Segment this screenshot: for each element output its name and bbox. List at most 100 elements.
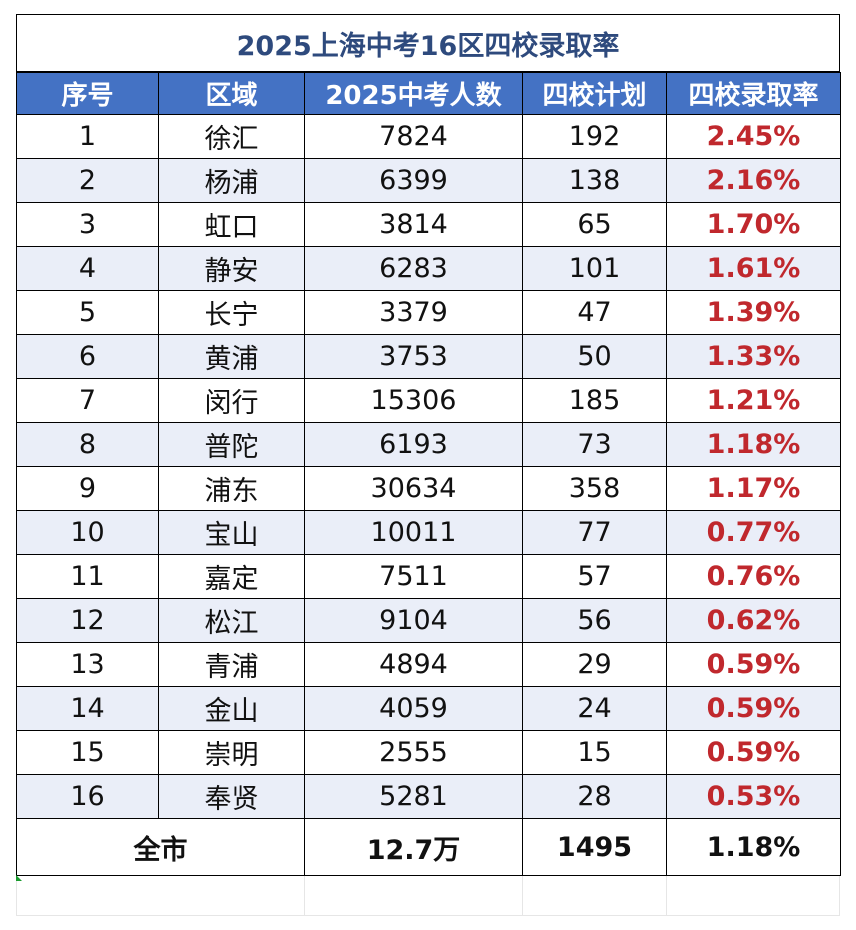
admission-rate: 1.70% xyxy=(666,202,841,247)
admission-rate: 1.33% xyxy=(666,334,841,379)
plan-count: 77 xyxy=(522,510,667,555)
table-row: 15 崇明 2555 15 0.59% xyxy=(16,730,841,775)
table-row: 7 闵行 15306 185 1.21% xyxy=(16,378,841,423)
row-index: 11 xyxy=(16,554,159,599)
row-index: 13 xyxy=(16,642,159,687)
header-plan: 四校计划 xyxy=(522,72,667,115)
admission-rate: 1.18% xyxy=(666,422,841,467)
row-index: 12 xyxy=(16,598,159,643)
table-row: 6 黄浦 3753 50 1.33% xyxy=(16,334,841,379)
student-count: 7824 xyxy=(304,114,523,159)
plan-count: 47 xyxy=(522,290,667,335)
plan-count: 101 xyxy=(522,246,667,291)
table-row: 13 青浦 4894 29 0.59% xyxy=(16,642,841,687)
district-name: 徐汇 xyxy=(158,114,305,159)
admission-rate: 0.76% xyxy=(666,554,841,599)
district-name: 宝山 xyxy=(158,510,305,555)
row-index: 3 xyxy=(16,202,159,247)
plan-count: 29 xyxy=(522,642,667,687)
admission-rate: 1.61% xyxy=(666,246,841,291)
admission-rate: 1.21% xyxy=(666,378,841,423)
total-rate: 1.18% xyxy=(666,818,841,876)
admission-rate: 0.62% xyxy=(666,598,841,643)
table-row: 14 金山 4059 24 0.59% xyxy=(16,686,841,731)
header-row: 序号 区域 2025中考人数 四校计划 四校录取率 xyxy=(16,72,841,115)
plan-count: 28 xyxy=(522,774,667,819)
row-index: 1 xyxy=(16,114,159,159)
district-name: 虹口 xyxy=(158,202,305,247)
student-count: 7511 xyxy=(304,554,523,599)
table-row: 3 虹口 3814 65 1.70% xyxy=(16,202,841,247)
table-row: 10 宝山 10011 77 0.77% xyxy=(16,510,841,555)
student-count: 6399 xyxy=(304,158,523,203)
row-index: 16 xyxy=(16,774,159,819)
plan-count: 57 xyxy=(522,554,667,599)
plan-count: 65 xyxy=(522,202,667,247)
admission-rate: 0.59% xyxy=(666,686,841,731)
row-index: 2 xyxy=(16,158,159,203)
district-name: 闵行 xyxy=(158,378,305,423)
district-name: 奉贤 xyxy=(158,774,305,819)
student-count: 5281 xyxy=(304,774,523,819)
admission-rate: 0.59% xyxy=(666,730,841,775)
student-count: 15306 xyxy=(304,378,523,423)
header-rate: 四校录取率 xyxy=(666,72,841,115)
district-name: 嘉定 xyxy=(158,554,305,599)
student-count: 30634 xyxy=(304,466,523,511)
table-row: 9 浦东 30634 358 1.17% xyxy=(16,466,841,511)
district-name: 松江 xyxy=(158,598,305,643)
admission-rate-sheet: 2025上海中考16区四校录取率 序号 区域 2025中考人数 四校计划 四校录… xyxy=(16,14,841,876)
student-count: 4059 xyxy=(304,686,523,731)
table-row: 16 奉贤 5281 28 0.53% xyxy=(16,774,841,819)
sheet-title: 2025上海中考16区四校录取率 xyxy=(16,14,840,72)
student-count: 6193 xyxy=(304,422,523,467)
table-row: 8 普陀 6193 73 1.18% xyxy=(16,422,841,467)
student-count: 2555 xyxy=(304,730,523,775)
admission-rate: 2.16% xyxy=(666,158,841,203)
row-index: 7 xyxy=(16,378,159,423)
district-name: 崇明 xyxy=(158,730,305,775)
plan-count: 50 xyxy=(522,334,667,379)
total-plan: 1495 xyxy=(522,818,667,876)
admission-rate: 0.53% xyxy=(666,774,841,819)
table-body: 1 徐汇 7824 192 2.45% 2 杨浦 6399 138 2.16% 3 虹口 3814 65 1… xyxy=(16,114,841,819)
empty-grid-area xyxy=(16,876,840,916)
table-row: 5 长宁 3379 47 1.39% xyxy=(16,290,841,335)
student-count: 3379 xyxy=(304,290,523,335)
plan-count: 192 xyxy=(522,114,667,159)
row-index: 5 xyxy=(16,290,159,335)
header-district: 区域 xyxy=(158,72,305,115)
row-index: 10 xyxy=(16,510,159,555)
student-count: 4894 xyxy=(304,642,523,687)
row-index: 4 xyxy=(16,246,159,291)
district-name: 金山 xyxy=(158,686,305,731)
district-name: 青浦 xyxy=(158,642,305,687)
total-row: 全市 12.7万 1495 1.18% xyxy=(16,818,841,876)
plan-count: 185 xyxy=(522,378,667,423)
plan-count: 56 xyxy=(522,598,667,643)
student-count: 3814 xyxy=(304,202,523,247)
table-row: 12 松江 9104 56 0.62% xyxy=(16,598,841,643)
plan-count: 73 xyxy=(522,422,667,467)
admission-rate: 2.45% xyxy=(666,114,841,159)
district-name: 杨浦 xyxy=(158,158,305,203)
student-count: 9104 xyxy=(304,598,523,643)
row-index: 15 xyxy=(16,730,159,775)
header-index: 序号 xyxy=(16,72,159,115)
plan-count: 358 xyxy=(522,466,667,511)
row-index: 6 xyxy=(16,334,159,379)
admission-rate: 0.59% xyxy=(666,642,841,687)
admission-table: 序号 区域 2025中考人数 四校计划 四校录取率 1 徐汇 7824 192 2.45… xyxy=(16,72,841,876)
district-name: 静安 xyxy=(158,246,305,291)
table-row: 4 静安 6283 101 1.61% xyxy=(16,246,841,291)
row-index: 9 xyxy=(16,466,159,511)
header-students: 2025中考人数 xyxy=(304,72,523,115)
admission-rate: 0.77% xyxy=(666,510,841,555)
admission-rate: 1.17% xyxy=(666,466,841,511)
district-name: 普陀 xyxy=(158,422,305,467)
district-name: 黄浦 xyxy=(158,334,305,379)
table-row: 11 嘉定 7511 57 0.76% xyxy=(16,554,841,599)
plan-count: 24 xyxy=(522,686,667,731)
student-count: 3753 xyxy=(304,334,523,379)
student-count: 10011 xyxy=(304,510,523,555)
